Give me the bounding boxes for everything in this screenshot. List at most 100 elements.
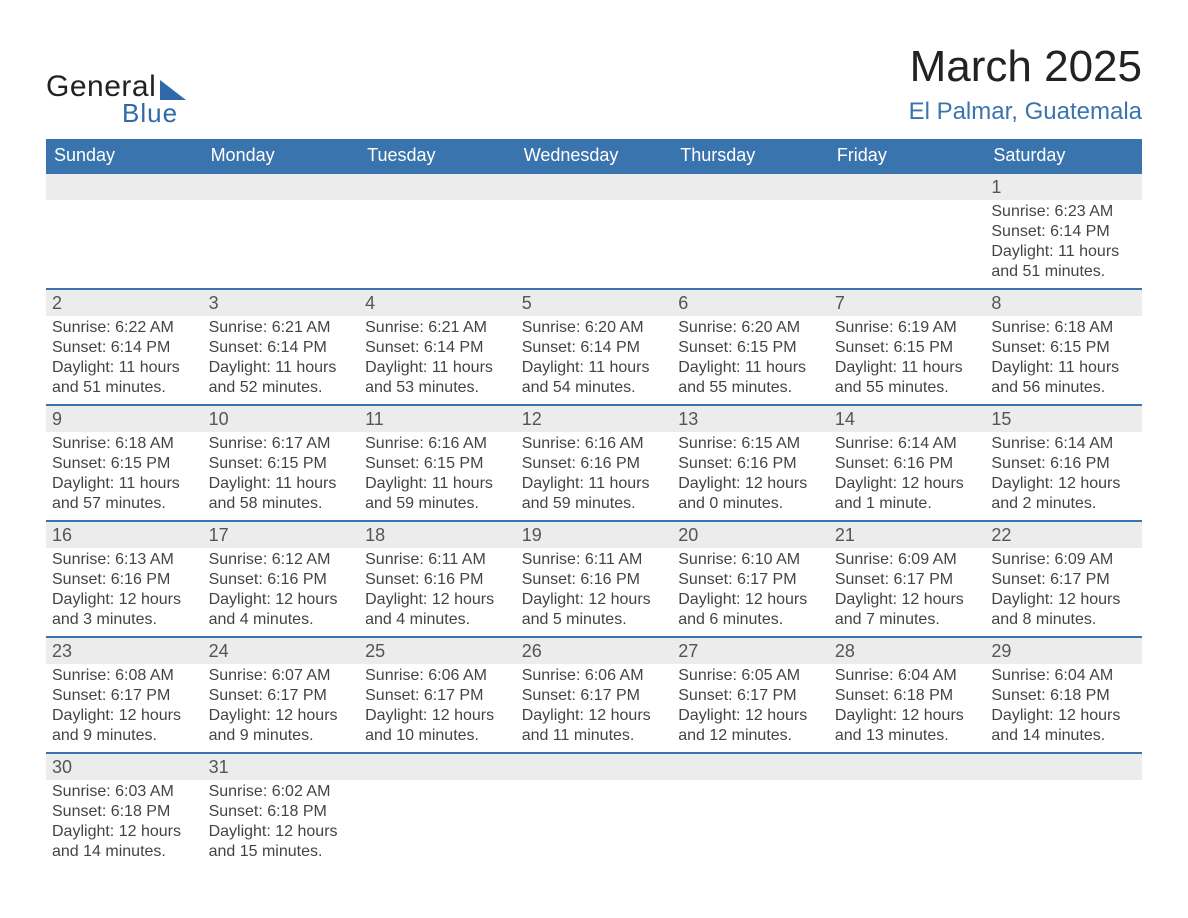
sunrise-text: Sunrise: 6:09 AM [835, 550, 980, 570]
daylight-text-1: Daylight: 12 hours [209, 706, 354, 726]
sunrise-text: Sunrise: 6:04 AM [991, 666, 1136, 686]
day-number [203, 174, 360, 200]
calendar-day-cell: 23Sunrise: 6:08 AMSunset: 6:17 PMDayligh… [46, 637, 203, 753]
daylight-text-2: and 59 minutes. [365, 494, 510, 514]
day-details: Sunrise: 6:05 AMSunset: 6:17 PMDaylight:… [672, 664, 829, 752]
weekday-header: Thursday [672, 139, 829, 173]
day-number: 5 [516, 290, 673, 316]
day-details [359, 780, 516, 860]
calendar-week-row: 30Sunrise: 6:03 AMSunset: 6:18 PMDayligh… [46, 753, 1142, 868]
weekday-header: Sunday [46, 139, 203, 173]
day-details [46, 200, 203, 280]
day-details [985, 780, 1142, 860]
day-number: 8 [985, 290, 1142, 316]
sunrise-text: Sunrise: 6:22 AM [52, 318, 197, 338]
day-number: 27 [672, 638, 829, 664]
sunset-text: Sunset: 6:15 PM [365, 454, 510, 474]
calendar-day-cell: 2Sunrise: 6:22 AMSunset: 6:14 PMDaylight… [46, 289, 203, 405]
daylight-text-1: Daylight: 12 hours [52, 706, 197, 726]
sunset-text: Sunset: 6:18 PM [209, 802, 354, 822]
sunrise-text: Sunrise: 6:11 AM [522, 550, 667, 570]
calendar-day-cell: 18Sunrise: 6:11 AMSunset: 6:16 PMDayligh… [359, 521, 516, 637]
calendar-day-cell: 17Sunrise: 6:12 AMSunset: 6:16 PMDayligh… [203, 521, 360, 637]
sunrise-text: Sunrise: 6:23 AM [991, 202, 1136, 222]
weekday-header: Monday [203, 139, 360, 173]
calendar-day-cell: 22Sunrise: 6:09 AMSunset: 6:17 PMDayligh… [985, 521, 1142, 637]
calendar-day-cell: 29Sunrise: 6:04 AMSunset: 6:18 PMDayligh… [985, 637, 1142, 753]
sunset-text: Sunset: 6:17 PM [209, 686, 354, 706]
daylight-text-1: Daylight: 12 hours [991, 590, 1136, 610]
day-details [203, 200, 360, 280]
sunset-text: Sunset: 6:14 PM [991, 222, 1136, 242]
calendar-week-row: 23Sunrise: 6:08 AMSunset: 6:17 PMDayligh… [46, 637, 1142, 753]
sunrise-text: Sunrise: 6:13 AM [52, 550, 197, 570]
sunset-text: Sunset: 6:17 PM [52, 686, 197, 706]
calendar-week-row: 16Sunrise: 6:13 AMSunset: 6:16 PMDayligh… [46, 521, 1142, 637]
day-details: Sunrise: 6:23 AMSunset: 6:14 PMDaylight:… [985, 200, 1142, 288]
daylight-text-1: Daylight: 12 hours [991, 706, 1136, 726]
weekday-header-row: SundayMondayTuesdayWednesdayThursdayFrid… [46, 139, 1142, 173]
daylight-text-1: Daylight: 12 hours [678, 474, 823, 494]
sunset-text: Sunset: 6:16 PM [835, 454, 980, 474]
day-number [829, 754, 986, 780]
month-title: March 2025 [909, 42, 1142, 92]
calendar-table: SundayMondayTuesdayWednesdayThursdayFrid… [46, 139, 1142, 868]
day-details: Sunrise: 6:09 AMSunset: 6:17 PMDaylight:… [985, 548, 1142, 636]
daylight-text-1: Daylight: 11 hours [52, 474, 197, 494]
day-number [46, 174, 203, 200]
calendar-day-cell [516, 173, 673, 289]
sunrise-text: Sunrise: 6:20 AM [522, 318, 667, 338]
sunrise-text: Sunrise: 6:03 AM [52, 782, 197, 802]
daylight-text-2: and 57 minutes. [52, 494, 197, 514]
day-details: Sunrise: 6:16 AMSunset: 6:15 PMDaylight:… [359, 432, 516, 520]
daylight-text-2: and 4 minutes. [365, 610, 510, 630]
daylight-text-1: Daylight: 12 hours [209, 590, 354, 610]
weekday-header: Wednesday [516, 139, 673, 173]
daylight-text-1: Daylight: 11 hours [835, 358, 980, 378]
daylight-text-1: Daylight: 12 hours [365, 706, 510, 726]
title-block: March 2025 El Palmar, Guatemala [909, 42, 1142, 126]
sunset-text: Sunset: 6:18 PM [52, 802, 197, 822]
daylight-text-1: Daylight: 12 hours [835, 474, 980, 494]
day-details: Sunrise: 6:18 AMSunset: 6:15 PMDaylight:… [985, 316, 1142, 404]
daylight-text-1: Daylight: 11 hours [365, 358, 510, 378]
weekday-header: Saturday [985, 139, 1142, 173]
day-number: 18 [359, 522, 516, 548]
daylight-text-2: and 12 minutes. [678, 726, 823, 746]
sunrise-text: Sunrise: 6:09 AM [991, 550, 1136, 570]
day-number: 17 [203, 522, 360, 548]
day-number: 10 [203, 406, 360, 432]
day-number: 13 [672, 406, 829, 432]
sunset-text: Sunset: 6:14 PM [365, 338, 510, 358]
sunset-text: Sunset: 6:16 PM [522, 570, 667, 590]
daylight-text-2: and 3 minutes. [52, 610, 197, 630]
calendar-day-cell [672, 753, 829, 868]
daylight-text-2: and 55 minutes. [678, 378, 823, 398]
day-details: Sunrise: 6:06 AMSunset: 6:17 PMDaylight:… [516, 664, 673, 752]
day-details: Sunrise: 6:02 AMSunset: 6:18 PMDaylight:… [203, 780, 360, 868]
calendar-day-cell [359, 753, 516, 868]
calendar-day-cell [359, 173, 516, 289]
calendar-day-cell: 28Sunrise: 6:04 AMSunset: 6:18 PMDayligh… [829, 637, 986, 753]
day-details: Sunrise: 6:08 AMSunset: 6:17 PMDaylight:… [46, 664, 203, 752]
day-details: Sunrise: 6:15 AMSunset: 6:16 PMDaylight:… [672, 432, 829, 520]
daylight-text-1: Daylight: 11 hours [209, 474, 354, 494]
daylight-text-2: and 13 minutes. [835, 726, 980, 746]
daylight-text-2: and 59 minutes. [522, 494, 667, 514]
day-details [516, 780, 673, 860]
day-number: 12 [516, 406, 673, 432]
day-details: Sunrise: 6:11 AMSunset: 6:16 PMDaylight:… [359, 548, 516, 636]
day-number: 3 [203, 290, 360, 316]
calendar-day-cell: 14Sunrise: 6:14 AMSunset: 6:16 PMDayligh… [829, 405, 986, 521]
calendar-day-cell: 1Sunrise: 6:23 AMSunset: 6:14 PMDaylight… [985, 173, 1142, 289]
sunrise-text: Sunrise: 6:11 AM [365, 550, 510, 570]
day-number [359, 754, 516, 780]
daylight-text-2: and 4 minutes. [209, 610, 354, 630]
daylight-text-2: and 5 minutes. [522, 610, 667, 630]
sunset-text: Sunset: 6:18 PM [835, 686, 980, 706]
day-number: 15 [985, 406, 1142, 432]
daylight-text-1: Daylight: 12 hours [991, 474, 1136, 494]
calendar-day-cell: 27Sunrise: 6:05 AMSunset: 6:17 PMDayligh… [672, 637, 829, 753]
daylight-text-1: Daylight: 12 hours [835, 706, 980, 726]
calendar-day-cell: 13Sunrise: 6:15 AMSunset: 6:16 PMDayligh… [672, 405, 829, 521]
